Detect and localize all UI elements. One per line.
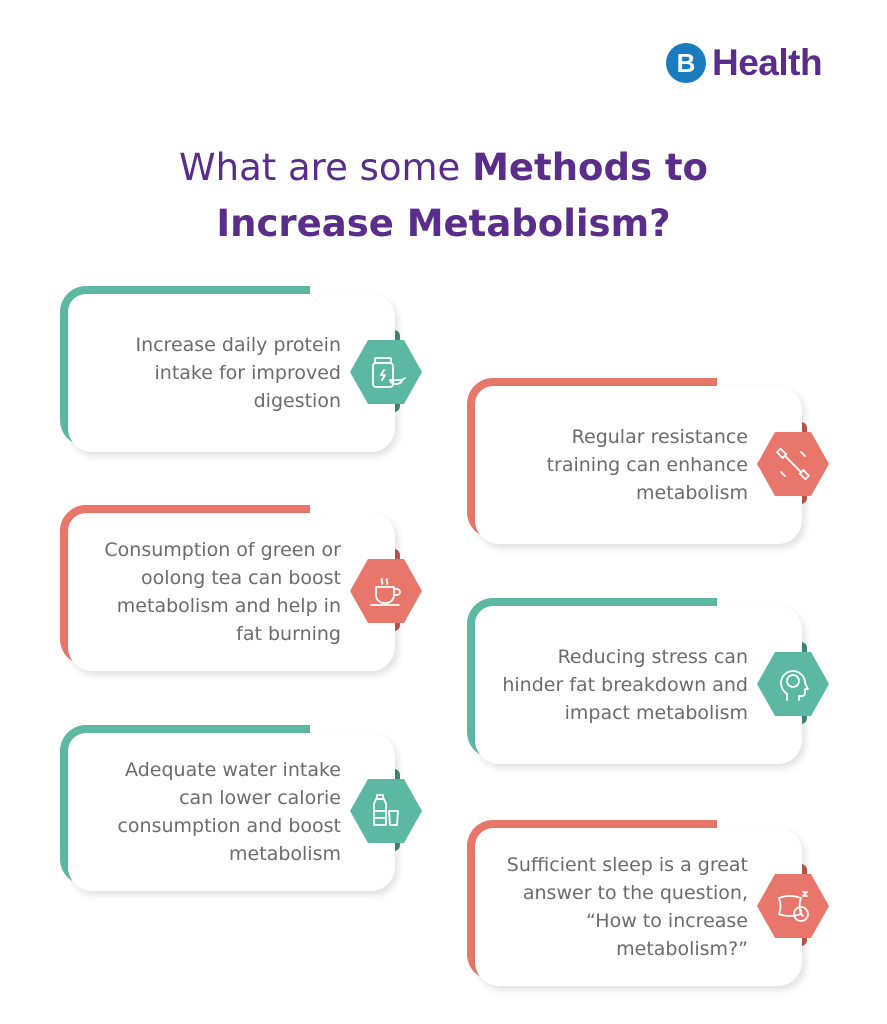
card-water: Adequate water intake can lower calorie … — [60, 725, 422, 895]
card-text: Sufficient sleep is a great answer to th… — [506, 854, 748, 960]
card-text: Increase daily protein intake for improv… — [135, 334, 341, 412]
page-title: What are some Methods to Increase Metabo… — [179, 146, 708, 245]
card-text: Reducing stress can hinder fat breakdown… — [502, 646, 748, 724]
logo-mark: B — [666, 43, 706, 83]
card-resistance: Regular resistance training can enhance … — [467, 378, 829, 548]
card-text: Regular resistance training can enhance … — [546, 426, 748, 504]
logo: B Health — [666, 42, 823, 84]
head-brain-icon — [757, 652, 829, 716]
card-protein: Increase daily protein intake for improv… — [60, 286, 422, 456]
card-tea: Consumption of green or oolong tea can b… — [60, 505, 422, 675]
water-bottle-icon — [350, 779, 422, 843]
pillow-clock-icon — [757, 874, 829, 938]
card-stress: Reducing stress can hinder fat breakdown… — [467, 598, 829, 768]
card-text: Consumption of green or oolong tea can b… — [104, 539, 341, 645]
tea-cup-icon — [350, 559, 422, 623]
logo-text: Health — [712, 42, 823, 83]
card-text: Adequate water intake can lower calorie … — [117, 759, 341, 865]
card-sleep: Sufficient sleep is a great answer to th… — [467, 820, 829, 990]
